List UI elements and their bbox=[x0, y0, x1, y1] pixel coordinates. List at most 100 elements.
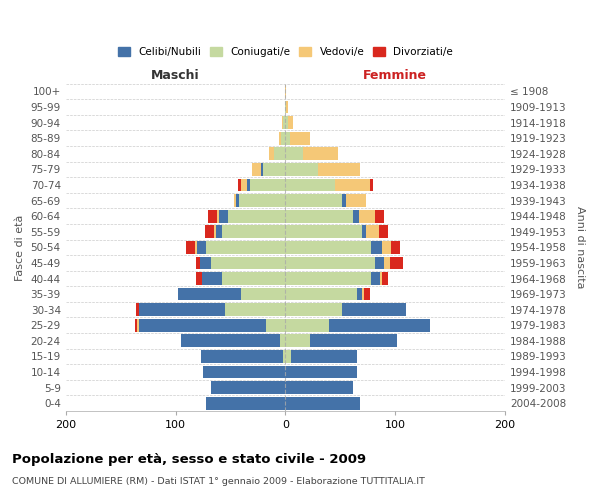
Bar bbox=[217, 210, 220, 222]
Bar bbox=[196, 256, 200, 270]
Bar bbox=[220, 210, 228, 222]
Bar bbox=[139, 319, 266, 332]
Bar bbox=[343, 194, 346, 207]
Bar bbox=[205, 226, 214, 238]
Bar bbox=[286, 116, 287, 129]
Bar bbox=[286, 148, 303, 160]
Bar bbox=[286, 178, 335, 192]
Bar bbox=[211, 381, 286, 394]
Bar bbox=[379, 226, 388, 238]
Bar bbox=[382, 241, 391, 254]
Bar bbox=[362, 288, 364, 300]
Bar bbox=[225, 304, 286, 316]
Bar bbox=[263, 163, 286, 176]
Bar bbox=[362, 226, 365, 238]
Bar bbox=[208, 210, 217, 222]
Bar bbox=[359, 210, 376, 222]
Bar bbox=[214, 226, 216, 238]
Legend: Celibi/Nubili, Coniugati/e, Vedovi/e, Divorziati/e: Celibi/Nubili, Coniugati/e, Vedovi/e, Di… bbox=[113, 43, 457, 62]
Bar bbox=[203, 366, 286, 378]
Bar bbox=[286, 241, 371, 254]
Bar bbox=[286, 132, 290, 144]
Bar bbox=[343, 304, 406, 316]
Bar bbox=[290, 132, 310, 144]
Bar bbox=[228, 210, 286, 222]
Bar bbox=[211, 256, 286, 270]
Bar bbox=[287, 116, 293, 129]
Bar bbox=[135, 319, 137, 332]
Bar bbox=[238, 178, 241, 192]
Bar bbox=[283, 350, 286, 363]
Bar bbox=[384, 256, 390, 270]
Bar bbox=[286, 210, 353, 222]
Text: Femmine: Femmine bbox=[363, 69, 427, 82]
Bar bbox=[200, 256, 211, 270]
Bar bbox=[281, 132, 286, 144]
Bar bbox=[282, 116, 283, 129]
Bar bbox=[357, 288, 362, 300]
Bar bbox=[202, 272, 221, 285]
Bar bbox=[195, 241, 197, 254]
Bar bbox=[291, 350, 357, 363]
Bar bbox=[286, 163, 319, 176]
Bar bbox=[286, 272, 371, 285]
Bar bbox=[139, 304, 225, 316]
Bar bbox=[391, 241, 400, 254]
Bar bbox=[382, 272, 388, 285]
Bar bbox=[365, 226, 379, 238]
Bar bbox=[319, 163, 360, 176]
Bar bbox=[269, 148, 274, 160]
Y-axis label: Anni di nascita: Anni di nascita bbox=[575, 206, 585, 288]
Bar bbox=[261, 163, 263, 176]
Bar bbox=[136, 304, 139, 316]
Bar bbox=[390, 256, 403, 270]
Bar bbox=[178, 288, 241, 300]
Bar bbox=[303, 148, 338, 160]
Bar bbox=[364, 288, 370, 300]
Bar bbox=[371, 241, 382, 254]
Bar bbox=[286, 288, 357, 300]
Text: COMUNE DI ALLUMIERE (RM) - Dati ISTAT 1° gennaio 2009 - Elaborazione TUTTITALIA.: COMUNE DI ALLUMIERE (RM) - Dati ISTAT 1°… bbox=[12, 478, 425, 486]
Bar bbox=[266, 319, 286, 332]
Bar bbox=[370, 178, 373, 192]
Bar bbox=[234, 194, 236, 207]
Bar bbox=[221, 226, 286, 238]
Bar bbox=[286, 366, 357, 378]
Text: Maschi: Maschi bbox=[151, 69, 200, 82]
Bar bbox=[253, 163, 261, 176]
Bar bbox=[380, 272, 382, 285]
Bar bbox=[137, 319, 139, 332]
Bar bbox=[286, 397, 360, 409]
Bar bbox=[286, 334, 310, 347]
Bar bbox=[187, 241, 195, 254]
Bar bbox=[376, 210, 384, 222]
Bar bbox=[283, 116, 286, 129]
Bar bbox=[181, 334, 280, 347]
Bar bbox=[310, 334, 397, 347]
Bar bbox=[197, 241, 206, 254]
Bar bbox=[236, 194, 239, 207]
Bar bbox=[206, 241, 286, 254]
Y-axis label: Fasce di età: Fasce di età bbox=[15, 214, 25, 280]
Bar bbox=[286, 350, 291, 363]
Bar bbox=[247, 178, 250, 192]
Bar bbox=[216, 226, 221, 238]
Bar bbox=[239, 194, 286, 207]
Bar bbox=[280, 334, 286, 347]
Bar bbox=[376, 256, 384, 270]
Bar bbox=[196, 272, 202, 285]
Bar bbox=[241, 288, 286, 300]
Text: Popolazione per età, sesso e stato civile - 2009: Popolazione per età, sesso e stato civil… bbox=[12, 452, 366, 466]
Bar bbox=[279, 132, 281, 144]
Bar bbox=[353, 210, 359, 222]
Bar bbox=[286, 304, 343, 316]
Bar bbox=[250, 178, 286, 192]
Bar bbox=[346, 194, 365, 207]
Bar bbox=[241, 178, 247, 192]
Bar bbox=[286, 226, 362, 238]
Bar bbox=[221, 272, 286, 285]
Bar bbox=[286, 381, 353, 394]
Bar bbox=[329, 319, 430, 332]
Bar bbox=[371, 272, 380, 285]
Bar bbox=[274, 148, 286, 160]
